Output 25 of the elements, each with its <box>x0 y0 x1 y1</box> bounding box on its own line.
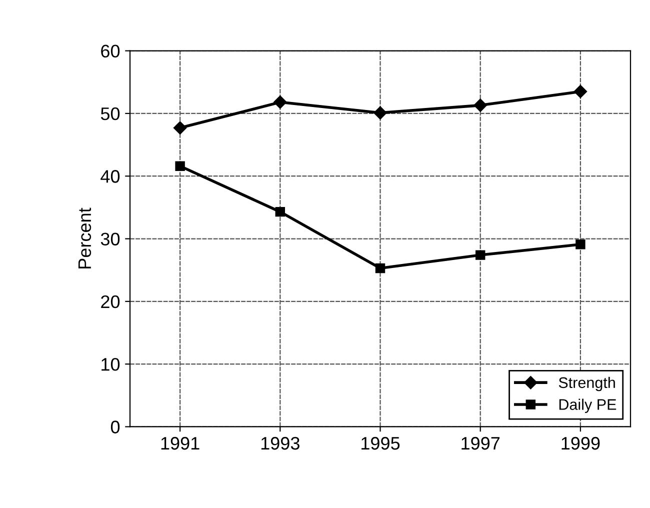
y-tick-label: 10 <box>102 358 120 371</box>
point <box>574 84 588 98</box>
y-axis-title: Percent <box>78 208 92 268</box>
point <box>275 206 286 217</box>
legend-label: Strength <box>558 376 615 392</box>
x-tick-label: 1999 <box>562 436 600 450</box>
x-tick-label: 1993 <box>261 436 300 450</box>
y-tick-label: 50 <box>100 107 120 120</box>
point <box>175 161 185 171</box>
point <box>375 263 386 274</box>
x-tick-label: 1997 <box>462 436 500 450</box>
x-tick-label: 1995 <box>362 436 400 450</box>
y-tick-label: 40 <box>100 170 120 183</box>
y-tick-label: 30 <box>100 232 120 246</box>
point <box>173 121 187 134</box>
y-tick-label: 0 <box>110 420 120 434</box>
x-tick-label: 1991 <box>161 436 200 450</box>
y-tick-label: 20 <box>101 295 120 308</box>
point <box>576 240 586 250</box>
y-tick-label: 60 <box>101 44 120 58</box>
point <box>475 250 486 260</box>
point <box>474 98 487 112</box>
point <box>274 96 287 109</box>
legend-label: Daily PE <box>559 398 616 413</box>
point <box>374 106 387 120</box>
